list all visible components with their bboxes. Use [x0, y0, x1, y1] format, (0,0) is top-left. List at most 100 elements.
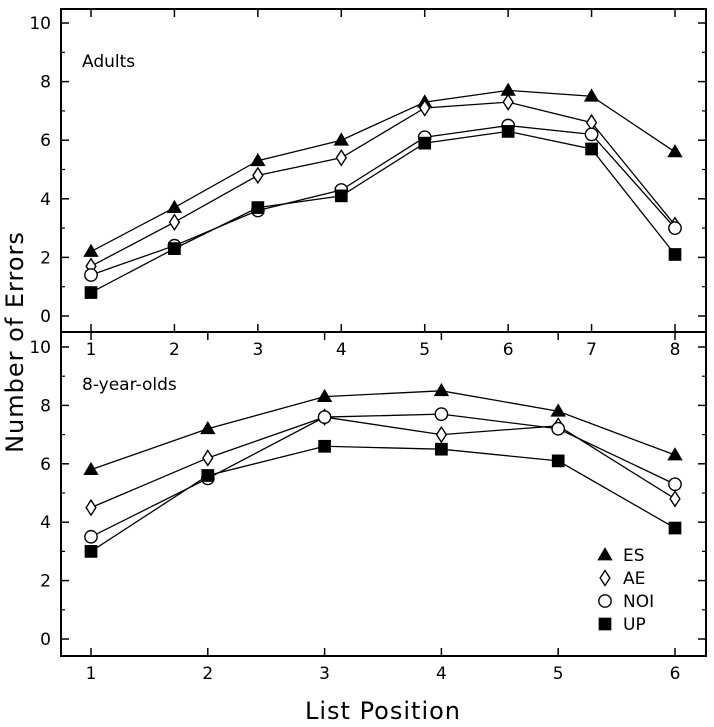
series-line-up: [90, 445, 676, 552]
data-point-up: [551, 454, 565, 468]
y-tick-label: 4: [40, 513, 51, 533]
y-tick-label: 8: [40, 73, 51, 93]
x-tick-label: 2: [169, 340, 180, 360]
data-point-up: [418, 136, 432, 150]
data-point-es: [550, 403, 566, 417]
y-tick-label: 10: [29, 338, 51, 358]
y-tick-label: 6: [40, 131, 51, 151]
legend-marker-ae: [599, 569, 611, 587]
y-axis-title: Number of Errors: [1, 231, 29, 453]
series-line-noi: [90, 124, 676, 276]
data-point-up: [334, 189, 348, 203]
x-tick-label: 6: [503, 340, 514, 360]
data-point-noi: [84, 268, 98, 282]
data-point-ae: [202, 449, 214, 467]
x-axis-title: List Position: [305, 697, 461, 725]
series-up: [84, 439, 682, 558]
legend-entry-ae: AE: [599, 569, 645, 589]
series-line-ae: [90, 101, 676, 267]
y-tick-label: 0: [40, 307, 51, 327]
data-point-up: [318, 439, 331, 453]
y-tick-label: 0: [40, 630, 51, 650]
legend-label: AE: [623, 569, 645, 589]
data-point-noi: [434, 407, 449, 422]
legend-label: NOI: [623, 592, 654, 612]
data-point-es: [433, 382, 450, 397]
legend-entry-noi: NOI: [598, 592, 654, 612]
y-tick-label: 6: [40, 455, 51, 475]
y-tick-label: 2: [40, 572, 51, 592]
x-tick-label: 1: [86, 340, 97, 360]
series-line-up: [90, 130, 676, 294]
data-point-up: [201, 469, 215, 482]
x-tick-label: 2: [202, 664, 213, 684]
series-line-es: [90, 89, 676, 253]
data-point-ae: [669, 490, 681, 508]
x-tick-label: 3: [319, 664, 330, 684]
data-point-es: [200, 420, 216, 435]
data-point-ae: [419, 99, 431, 117]
data-point-up: [585, 142, 598, 156]
data-point-noi: [317, 410, 332, 424]
data-point-noi: [668, 477, 682, 492]
series-line-noi: [90, 413, 676, 538]
legend-entry-up: UP: [598, 615, 646, 635]
x-tick-label: 5: [553, 664, 564, 684]
data-point-up: [84, 286, 98, 299]
data-point-es: [667, 447, 683, 461]
data-point-ae: [252, 166, 264, 185]
x-tick-label: 7: [586, 340, 597, 360]
panel-title: 8-year-olds: [82, 375, 177, 395]
legend-label: ES: [623, 546, 645, 566]
legend-marker-up: [598, 617, 612, 631]
legend-marker-es: [597, 547, 613, 561]
data-point-es: [83, 243, 99, 257]
data-point-noi: [584, 127, 599, 142]
plot-frame: [60, 331, 707, 657]
data-point-up: [501, 125, 515, 138]
series-noi: [84, 407, 682, 544]
data-point-up: [168, 242, 181, 255]
data-point-up: [435, 442, 448, 456]
data-point-up: [668, 248, 682, 261]
data-point-up: [668, 521, 682, 535]
data-point-ae: [502, 93, 514, 111]
series-es: [83, 382, 683, 476]
legend: ES AE NOI UP: [597, 546, 654, 635]
data-point-ae: [168, 213, 181, 231]
x-tick-label: 8: [670, 340, 681, 360]
data-point-noi: [84, 529, 98, 544]
y-tick-label: 8: [40, 396, 51, 416]
data-point-es: [316, 388, 333, 403]
data-point-es: [83, 461, 99, 476]
data-point-es: [166, 199, 183, 213]
y-tick-label: 4: [40, 190, 51, 210]
data-point-es: [333, 132, 349, 146]
series-line-es: [90, 390, 676, 471]
x-tick-label: 4: [336, 340, 347, 360]
panel-title: Adults: [82, 52, 135, 72]
data-point-es: [583, 88, 600, 102]
series-ae: [85, 408, 681, 517]
series-up: [84, 125, 682, 299]
legend-label: UP: [623, 615, 646, 635]
data-point-up: [84, 545, 98, 558]
data-point-up: [251, 201, 265, 214]
x-tick-label: 6: [670, 664, 681, 684]
data-point-ae: [85, 498, 97, 517]
data-point-es: [667, 144, 683, 158]
legend-entry-es: ES: [597, 546, 645, 566]
y-tick-label: 10: [29, 14, 51, 34]
y-tick-label: 2: [40, 248, 51, 268]
data-point-noi: [551, 421, 566, 436]
x-tick-label: 5: [419, 340, 430, 360]
x-tick-label: 3: [252, 340, 263, 360]
data-point-ae: [335, 149, 347, 167]
data-point-noi: [668, 221, 682, 235]
data-point-ae: [435, 425, 448, 444]
data-point-es: [250, 152, 266, 167]
